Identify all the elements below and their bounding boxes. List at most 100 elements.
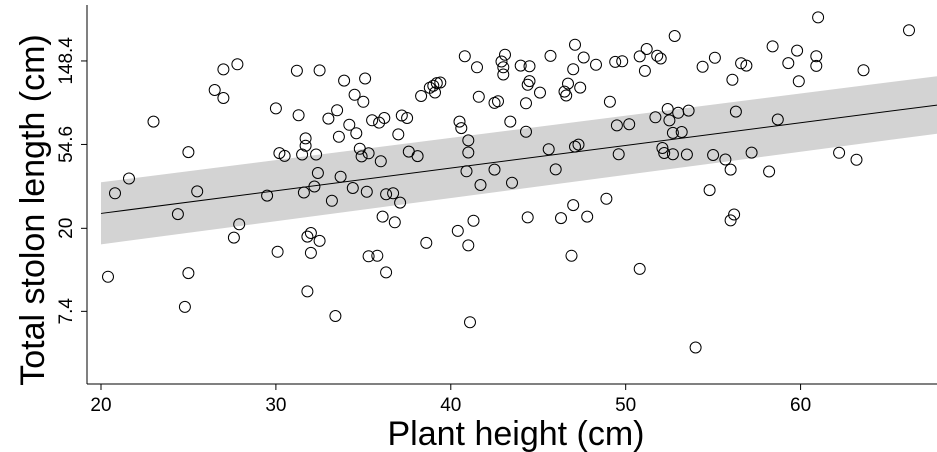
data-point xyxy=(708,51,721,64)
data-point xyxy=(348,88,361,101)
data-point xyxy=(453,115,466,128)
data-point xyxy=(504,115,517,128)
data-point xyxy=(610,119,623,132)
data-point xyxy=(609,55,622,68)
fit-line-layer xyxy=(100,104,937,214)
data-point xyxy=(581,210,594,223)
data-point xyxy=(313,234,326,247)
data-point xyxy=(292,109,305,122)
data-point xyxy=(810,59,823,72)
data-point xyxy=(521,211,534,224)
data-point xyxy=(577,51,590,64)
data-point xyxy=(355,150,368,163)
data-point xyxy=(191,185,204,198)
data-point xyxy=(544,49,557,62)
data-point xyxy=(460,165,473,178)
data-point xyxy=(462,134,475,147)
data-point xyxy=(102,270,114,283)
confidence-band-layer xyxy=(100,76,937,245)
data-point xyxy=(182,267,195,280)
y-tick-label: 20 xyxy=(56,218,77,239)
data-point xyxy=(434,76,447,89)
data-point xyxy=(467,214,480,227)
data-point xyxy=(903,24,915,37)
data-point xyxy=(850,153,863,166)
data-point xyxy=(429,86,441,99)
y-axis-title: Total stolon length (cm) xyxy=(14,34,52,386)
data-point xyxy=(766,40,779,53)
data-point xyxy=(296,148,309,161)
data-point xyxy=(740,59,753,72)
data-point xyxy=(462,146,475,159)
data-point xyxy=(378,112,391,124)
data-point xyxy=(661,103,674,115)
x-axis-title: Plant height (cm) xyxy=(388,415,645,452)
x-axis-ticks: 20 30 40 50 60 xyxy=(90,384,811,416)
data-point xyxy=(359,72,372,85)
data-point xyxy=(387,187,400,200)
data-point xyxy=(514,59,527,72)
data-point xyxy=(388,216,401,229)
data-point xyxy=(462,239,475,252)
data-point xyxy=(299,139,312,152)
data-point xyxy=(638,64,651,77)
data-point xyxy=(227,231,240,244)
data-point xyxy=(565,249,578,262)
data-point xyxy=(633,262,646,275)
data-point xyxy=(745,146,758,159)
y-axis-ticks: 7.4 20 54.6 148.4 xyxy=(56,37,87,325)
data-point xyxy=(334,170,347,183)
data-point xyxy=(311,167,324,179)
data-point xyxy=(357,95,370,108)
data-point xyxy=(735,57,748,70)
data-point xyxy=(338,74,351,87)
data-point xyxy=(329,310,342,322)
data-point xyxy=(549,163,562,176)
data-point xyxy=(231,58,244,71)
x-tick-label: 30 xyxy=(265,395,286,416)
data-point xyxy=(464,316,476,329)
data-point xyxy=(362,250,375,263)
data-point xyxy=(663,114,676,127)
data-point xyxy=(350,127,363,140)
data-point xyxy=(555,212,567,225)
data-point xyxy=(567,199,580,212)
data-point xyxy=(810,50,823,63)
x-tick-label: 40 xyxy=(440,395,461,416)
data-point xyxy=(703,184,716,197)
data-point xyxy=(523,60,536,73)
data-point xyxy=(380,188,393,201)
data-point xyxy=(696,60,709,73)
data-point xyxy=(833,146,846,159)
data-point xyxy=(729,105,742,118)
data-point xyxy=(123,172,135,185)
data-point xyxy=(603,95,616,108)
data-point xyxy=(523,75,536,88)
data-point xyxy=(290,64,303,77)
data-point xyxy=(392,128,405,141)
data-point xyxy=(724,214,737,227)
data-point xyxy=(401,112,414,124)
data-point xyxy=(612,148,625,161)
data-point xyxy=(301,285,314,298)
data-point xyxy=(600,192,613,205)
x-tick-label: 50 xyxy=(615,395,636,416)
data-point xyxy=(654,52,667,65)
data-point xyxy=(233,218,246,231)
data-point xyxy=(472,90,485,103)
data-point xyxy=(178,300,191,313)
data-point xyxy=(506,176,518,189)
data-point xyxy=(569,38,581,51)
x-tick-label: 20 xyxy=(90,395,111,416)
y-tick-label: 7.4 xyxy=(56,298,77,325)
data-point xyxy=(560,89,573,102)
y-tick-label: 54.6 xyxy=(56,126,77,163)
data-point xyxy=(380,266,393,279)
data-point xyxy=(182,146,195,159)
data-point xyxy=(726,73,739,86)
data-point xyxy=(488,163,501,176)
data-point xyxy=(707,149,720,161)
data-point xyxy=(534,86,546,99)
data-point xyxy=(261,189,274,202)
